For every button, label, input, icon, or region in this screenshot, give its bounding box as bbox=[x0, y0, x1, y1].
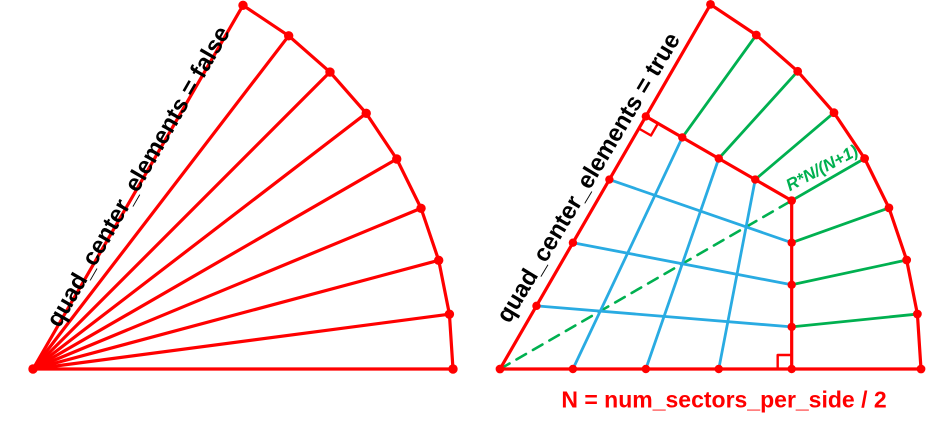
node-dot bbox=[787, 280, 796, 289]
arc-node bbox=[860, 154, 869, 163]
arc-node bbox=[884, 203, 894, 213]
bisector-dashed-line bbox=[498, 199, 793, 371]
left-fan-mesh bbox=[28, 0, 458, 374]
apex-node bbox=[28, 364, 38, 374]
node-dot bbox=[641, 112, 651, 121]
ring-radial-line bbox=[680, 33, 758, 139]
ring-radial-line bbox=[790, 206, 891, 245]
arc-node bbox=[706, 0, 715, 9]
upper-edge bbox=[498, 2, 713, 371]
center-grid-line bbox=[607, 178, 794, 245]
arc-node bbox=[238, 0, 248, 10]
radial-line bbox=[31, 206, 423, 371]
arc-node bbox=[793, 66, 803, 76]
node-dot bbox=[605, 175, 614, 184]
radial-line bbox=[31, 70, 332, 371]
arc-node bbox=[325, 67, 335, 77]
arc-node bbox=[392, 154, 402, 164]
node-dot bbox=[714, 364, 723, 374]
center-grid-line bbox=[571, 241, 794, 287]
right-angle-marker bbox=[637, 122, 660, 137]
right-angle-marker bbox=[776, 353, 793, 371]
ring-radial-line bbox=[790, 312, 919, 329]
bottom-caption: N = num_sectors_per_side / 2 bbox=[561, 386, 887, 413]
arc-node bbox=[283, 31, 294, 41]
arc-node bbox=[433, 255, 444, 265]
arc-node bbox=[829, 108, 839, 118]
arc-node bbox=[416, 203, 426, 213]
radial-line bbox=[31, 157, 399, 371]
node-dot bbox=[641, 364, 651, 374]
arc-node bbox=[916, 364, 926, 374]
arc-node bbox=[448, 364, 458, 374]
apex-node bbox=[495, 364, 505, 374]
arc-node bbox=[444, 309, 455, 319]
node-dot bbox=[787, 238, 796, 247]
radial-line bbox=[31, 111, 368, 371]
node-dot bbox=[678, 133, 687, 142]
center-grid-line bbox=[717, 178, 757, 371]
radial-line bbox=[31, 258, 441, 371]
ring-radial-line bbox=[753, 111, 836, 181]
arc-node bbox=[361, 108, 371, 119]
arc-node bbox=[902, 255, 912, 265]
node-dot bbox=[568, 364, 578, 374]
node-dot bbox=[787, 364, 796, 374]
radial-line bbox=[31, 312, 452, 371]
arc-node bbox=[751, 30, 761, 40]
ring-radial-line bbox=[790, 258, 909, 287]
right-quad-center-mesh bbox=[495, 0, 926, 374]
node-dot bbox=[532, 301, 541, 311]
node-dot bbox=[787, 322, 796, 332]
node-dot bbox=[787, 196, 796, 205]
node-dot bbox=[751, 175, 760, 184]
ring-radial-line bbox=[790, 157, 866, 203]
node-dot bbox=[568, 238, 578, 247]
radial-line bbox=[31, 3, 245, 371]
ring-radial-line bbox=[717, 69, 800, 160]
node-dot bbox=[714, 154, 723, 163]
arc-node bbox=[912, 309, 922, 319]
radial-line bbox=[31, 34, 291, 371]
